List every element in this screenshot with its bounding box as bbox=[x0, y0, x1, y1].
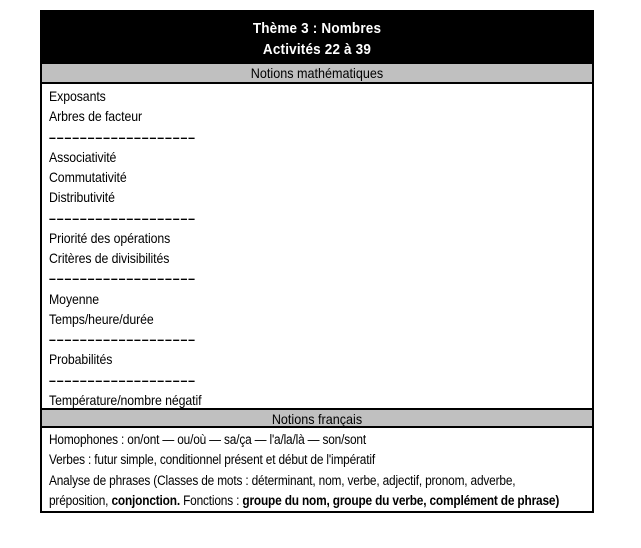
math-notion-line: Arbres de facteur bbox=[49, 108, 143, 125]
activities-range: Activités 22 à 39 bbox=[262, 41, 372, 58]
section-heading-math: Notions mathématiques bbox=[42, 64, 592, 84]
math-notion-line: Priorité des opérations bbox=[49, 229, 171, 246]
section-heading-math-label: Notions mathématiques bbox=[250, 65, 384, 81]
divider-line: ––––––––––––––––––– bbox=[49, 371, 196, 388]
math-notion-line: Probabilités bbox=[49, 351, 113, 368]
math-notions-list: Exposants Arbres de facteur ––––––––––––… bbox=[42, 84, 592, 408]
math-notion-line: Temps/heure/durée bbox=[49, 310, 154, 327]
analyse-segment-normal: préposition, bbox=[49, 492, 112, 508]
divider-line: ––––––––––––––––––– bbox=[49, 331, 196, 347]
french-line-homophones: Homophones : on/ont — ou/où — sa/ça — l'… bbox=[49, 432, 366, 447]
analyse-segment-bold: groupe du nom, groupe du verbe, compléme… bbox=[242, 492, 560, 508]
divider-line: ––––––––––––––––––– bbox=[49, 270, 196, 287]
french-line-verbes: Verbes : futur simple, conditionnel prés… bbox=[49, 452, 375, 468]
analyse-segment-bold: conjonction. bbox=[111, 492, 180, 508]
math-notion-line: Moyenne bbox=[49, 290, 100, 307]
math-notion-line: Critères de divisibilités bbox=[49, 250, 170, 266]
section-heading-french-label: Notions français bbox=[271, 411, 363, 427]
french-notions-list: Homophones : on/ont — ou/où — sa/ça — l'… bbox=[42, 428, 592, 511]
theme-summary-table: Thème 3 : Nombres Activités 22 à 39 Noti… bbox=[40, 10, 594, 513]
theme-title: Thème 3 : Nombres bbox=[252, 20, 382, 37]
french-line-analyse-1: Analyse de phrases (Classes de mots : dé… bbox=[49, 472, 516, 488]
math-notion-line: Distributivité bbox=[49, 189, 115, 206]
french-line-analyse-2: préposition, conjonction. Fonctions : gr… bbox=[49, 491, 559, 511]
divider-line: ––––––––––––––––––– bbox=[49, 209, 196, 226]
math-notion-line: Associativité bbox=[49, 148, 117, 165]
math-notion-line: Commutativité bbox=[49, 169, 127, 185]
title-band: Thème 3 : Nombres Activités 22 à 39 bbox=[42, 12, 592, 64]
math-notion-line: Exposants bbox=[49, 88, 106, 104]
section-heading-french: Notions français bbox=[42, 408, 592, 428]
math-notion-line: Température/nombre négatif bbox=[49, 391, 202, 408]
divider-line: ––––––––––––––––––– bbox=[49, 128, 196, 145]
analyse-segment-normal: Fonctions : bbox=[179, 492, 243, 508]
